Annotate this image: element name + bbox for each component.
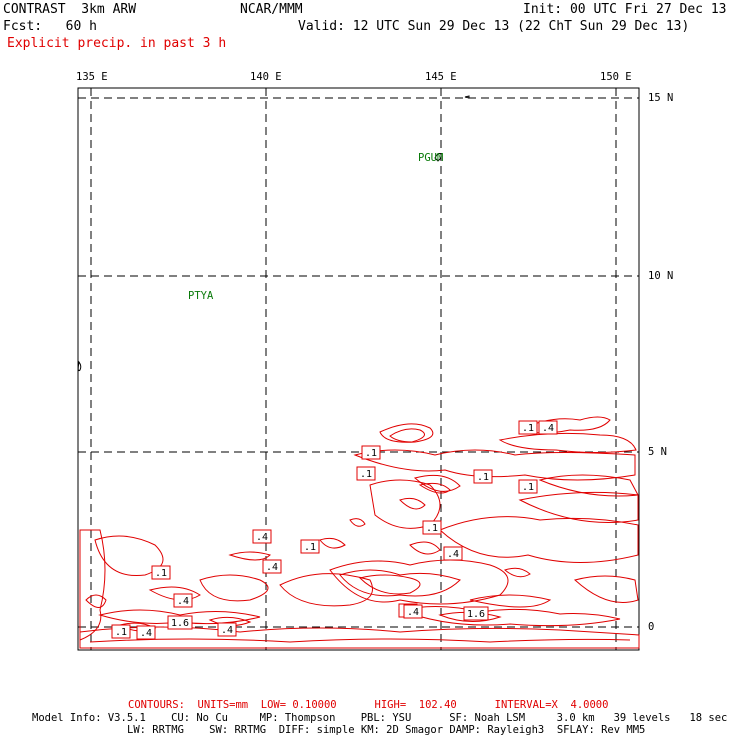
model-title: CONTRAST 3km ARW (3, 2, 137, 17)
palau-coast (77, 360, 82, 372)
contour-label: .4 (447, 549, 459, 560)
contour-label-box (252, 529, 272, 544)
lon-label-140: 140 E (250, 71, 282, 83)
lon-label-135: 135 E (76, 71, 108, 83)
contour-label: 1.6 (171, 618, 189, 629)
center-name: NCAR/MMM (240, 2, 303, 17)
contour-label-box (167, 615, 193, 630)
island-coast-north (464, 95, 470, 99)
contour-label: .1 (365, 448, 377, 459)
contour-label-box (473, 469, 493, 484)
contour-label-box (361, 445, 381, 460)
contour-label: .4 (256, 532, 268, 543)
contour-label-box (173, 593, 193, 608)
contour-label: .1 (477, 472, 489, 483)
contour-label: .1 (426, 523, 438, 534)
contour-label: .1 (115, 627, 127, 638)
contour-label: .4 (266, 562, 278, 573)
contour-info: CONTOURS: UNITS=mm LOW= 0.10000 HIGH= 10… (128, 699, 609, 711)
forecast-hour: Fcst: 60 h (3, 19, 97, 34)
lat-label-5n: 5 N (648, 446, 667, 458)
precip-contours (79, 416, 640, 649)
contour-label-box (422, 520, 442, 535)
station-ptya: PTYA (188, 290, 214, 302)
station-pgum: PGUM (418, 152, 444, 164)
lat-label-eq: 0 (648, 621, 655, 633)
contour-label-box (217, 622, 237, 637)
contour-label-box (151, 565, 171, 580)
contour-label: .1 (304, 542, 316, 553)
contour-label: .1 (522, 482, 534, 493)
contour-label-box (262, 559, 282, 574)
contour-label-box (300, 539, 320, 554)
contour-label: .4 (407, 607, 419, 618)
contour-label: .4 (542, 423, 554, 434)
guam-coast (434, 153, 442, 162)
lon-label-150: 150 E (600, 71, 632, 83)
contour-labels: .1 .4 .1 .1 .1 .1 .1 .4 .1 .4 .4 .1 .4 1.6 .4 .1 .4 .4 1.6… (111, 420, 558, 640)
contour-label-box (538, 420, 558, 435)
valid-time: Valid: 12 UTC Sun 29 Dec 13 (22 ChT Sun … (298, 19, 690, 34)
init-time: Init: 00 UTC Fri 27 Dec 13 (523, 2, 727, 17)
coastlines (77, 95, 470, 372)
contour-label-box (518, 479, 538, 494)
model-info-line2: LW: RRTMG SW: RRTMG DIFF: simple KM: 2D … (127, 724, 646, 736)
contour-label-box (443, 546, 463, 561)
contour-label: .1 (360, 469, 372, 480)
contour-label: .4 (221, 625, 233, 636)
contour-label: .1 (522, 423, 534, 434)
lat-label-10n: 10 N (648, 270, 674, 282)
contour-label-box (403, 604, 423, 619)
contour-label: 1.6 (467, 609, 485, 620)
contour-label-box (463, 606, 489, 621)
contour-label-box (356, 466, 376, 481)
contour-label-box (136, 625, 156, 640)
graticule (78, 88, 639, 650)
contour-label: .4 (177, 596, 189, 607)
contour-label-box (111, 624, 131, 639)
lon-label-145: 145 E (425, 71, 457, 83)
contour-label-box (518, 420, 538, 435)
lat-label-15n: 15 N (648, 92, 674, 104)
contour-label: .4 (140, 628, 152, 639)
field-title: Explicit precip. in past 3 h (7, 36, 227, 51)
model-info-line1: Model Info: V3.5.1 CU: No Cu MP: Thompso… (32, 712, 728, 724)
contour-label: .1 (155, 568, 167, 579)
